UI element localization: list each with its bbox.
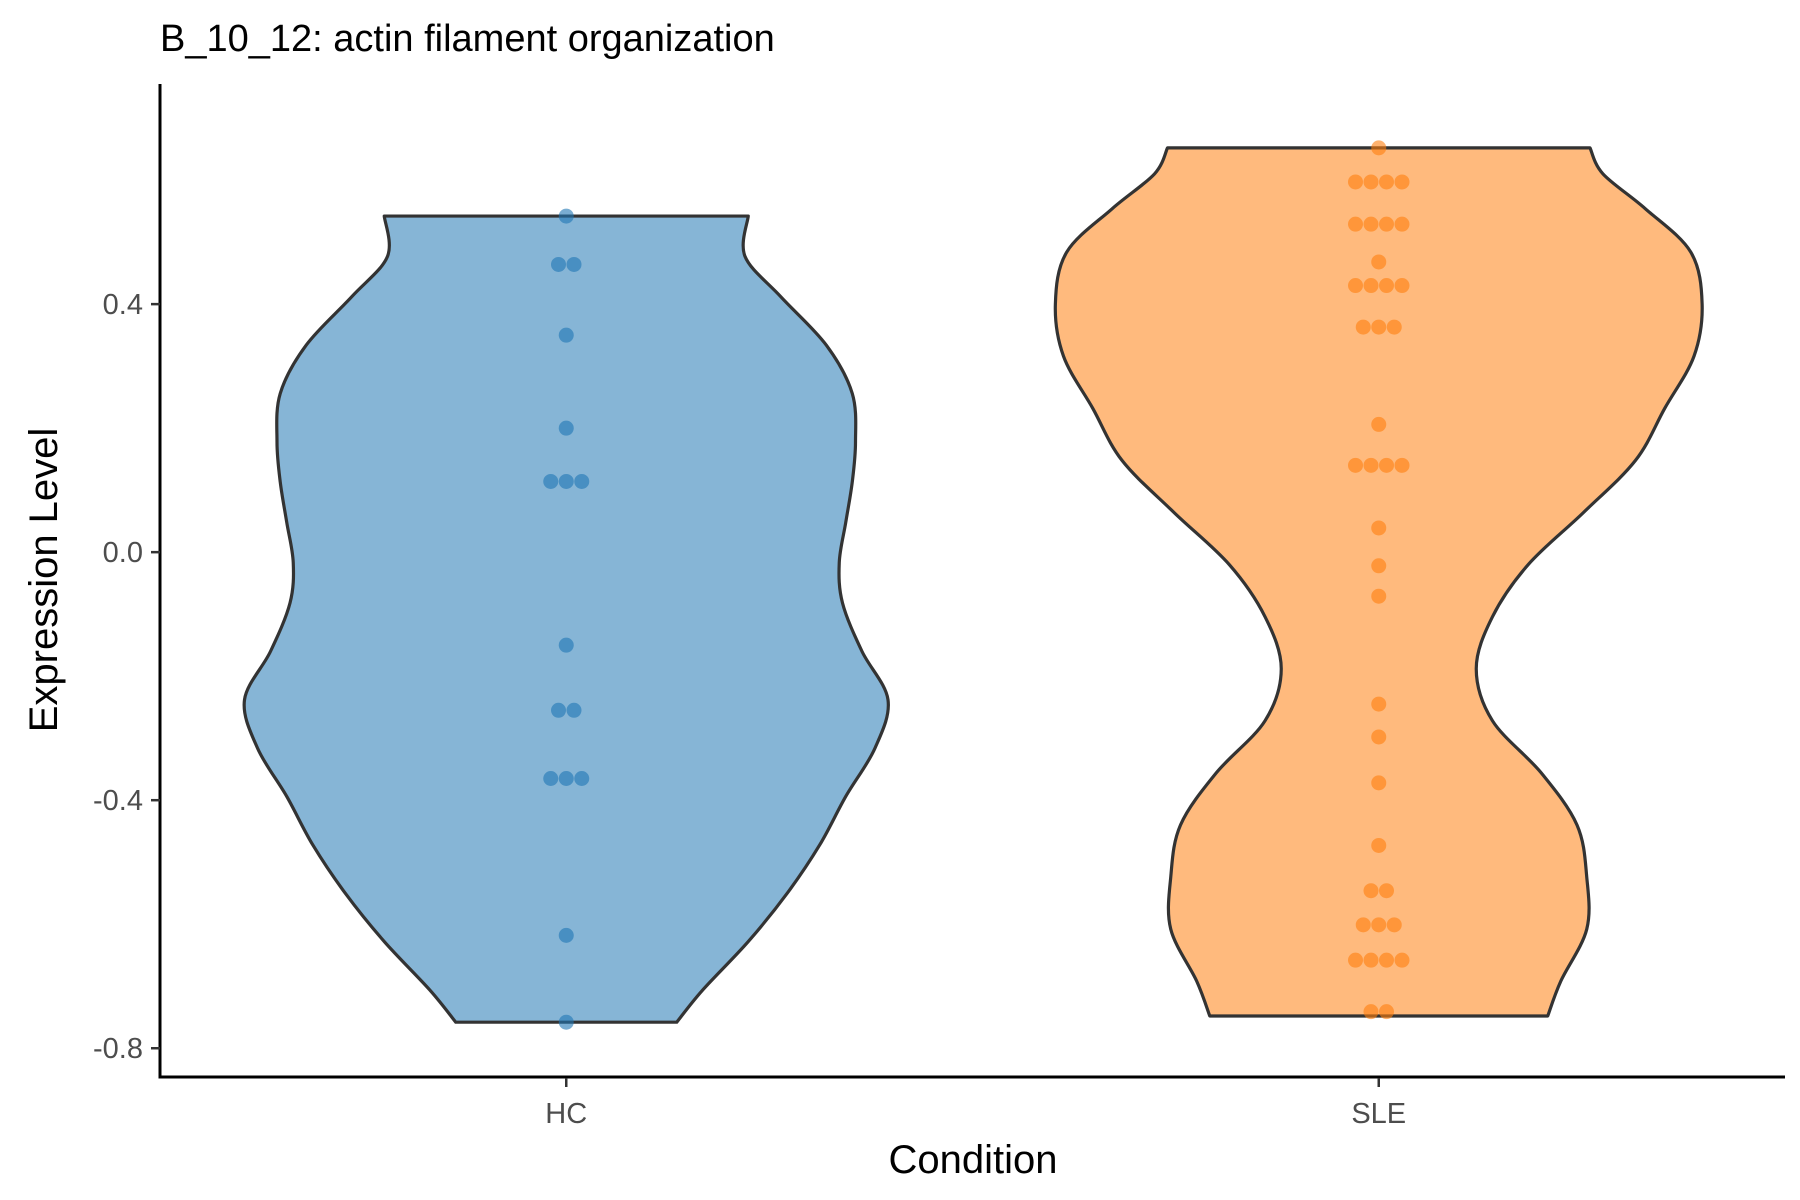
- violin-hc: [242, 214, 890, 1024]
- data-point-sle: [1394, 278, 1410, 294]
- data-point-sle: [1371, 917, 1387, 933]
- points-layer: [543, 140, 1410, 1030]
- data-point-sle: [1348, 278, 1363, 294]
- data-point-sle: [1379, 216, 1394, 232]
- data-point-sle: [1371, 254, 1387, 270]
- y-tick-label: 0.4: [103, 289, 143, 321]
- x-axis-ticks: HC SLE: [545, 1078, 1406, 1130]
- data-point-sle: [1394, 174, 1410, 190]
- x-tick-label-hc: HC: [545, 1098, 587, 1130]
- data-point-sle: [1371, 588, 1387, 604]
- data-point-sle: [1348, 952, 1363, 968]
- data-point-sle: [1394, 216, 1410, 232]
- data-point-hc: [551, 256, 566, 272]
- data-point-sle: [1371, 520, 1387, 536]
- y-tick-label: 0.0: [103, 537, 143, 569]
- data-point-hc: [558, 1014, 574, 1030]
- data-point-sle: [1379, 883, 1394, 899]
- data-point-sle: [1394, 952, 1410, 968]
- data-point-sle: [1371, 140, 1387, 156]
- data-point-sle: [1371, 696, 1387, 712]
- data-point-sle: [1379, 278, 1394, 294]
- y-axis-title: Expression Level: [22, 428, 66, 733]
- data-point-sle: [1379, 1004, 1394, 1020]
- y-tick-label: -0.4: [93, 785, 143, 817]
- data-point-sle: [1371, 558, 1387, 574]
- data-point-sle: [1363, 1004, 1379, 1020]
- data-point-sle: [1371, 775, 1387, 791]
- data-point-hc: [543, 770, 559, 786]
- data-point-sle: [1363, 952, 1379, 968]
- y-tick-label: -0.8: [93, 1033, 143, 1065]
- x-axis-title: Condition: [888, 1138, 1057, 1182]
- data-point-hc: [558, 208, 574, 224]
- data-point-sle: [1363, 216, 1379, 232]
- data-point-hc: [558, 420, 574, 436]
- data-point-hc: [574, 473, 590, 489]
- data-point-sle: [1348, 216, 1363, 232]
- data-point-sle: [1379, 174, 1394, 190]
- data-point-hc: [551, 702, 566, 718]
- data-point-sle: [1394, 457, 1410, 473]
- violin-layer: [242, 146, 1704, 1024]
- data-point-sle: [1379, 457, 1394, 473]
- data-point-sle: [1363, 457, 1379, 473]
- data-point-sle: [1363, 883, 1379, 899]
- data-point-sle: [1379, 952, 1394, 968]
- data-point-sle: [1355, 319, 1371, 335]
- data-point-sle: [1371, 837, 1387, 853]
- data-point-hc: [558, 770, 574, 786]
- data-point-hc: [566, 702, 582, 718]
- data-point-hc: [566, 256, 582, 272]
- data-point-hc: [574, 770, 590, 786]
- data-point-sle: [1386, 917, 1402, 933]
- data-point-sle: [1371, 319, 1387, 335]
- chart-title: B_10_12: actin filament organization: [160, 18, 775, 60]
- data-point-sle: [1386, 319, 1402, 335]
- y-axis-ticks: -0.8 -0.4 0.0 0.4: [93, 289, 160, 1065]
- data-point-hc: [558, 473, 574, 489]
- data-point-hc: [543, 473, 559, 489]
- data-point-sle: [1348, 174, 1363, 190]
- data-point-sle: [1355, 917, 1371, 933]
- data-point-sle: [1371, 729, 1387, 745]
- violin-sle: [1053, 146, 1704, 1018]
- data-point-sle: [1363, 278, 1379, 294]
- data-point-hc: [558, 637, 574, 653]
- data-point-hc: [558, 927, 574, 943]
- data-point-hc: [558, 327, 574, 343]
- data-point-sle: [1371, 416, 1387, 432]
- data-point-sle: [1348, 457, 1363, 473]
- data-point-sle: [1363, 174, 1379, 190]
- x-tick-label-sle: SLE: [1351, 1098, 1406, 1130]
